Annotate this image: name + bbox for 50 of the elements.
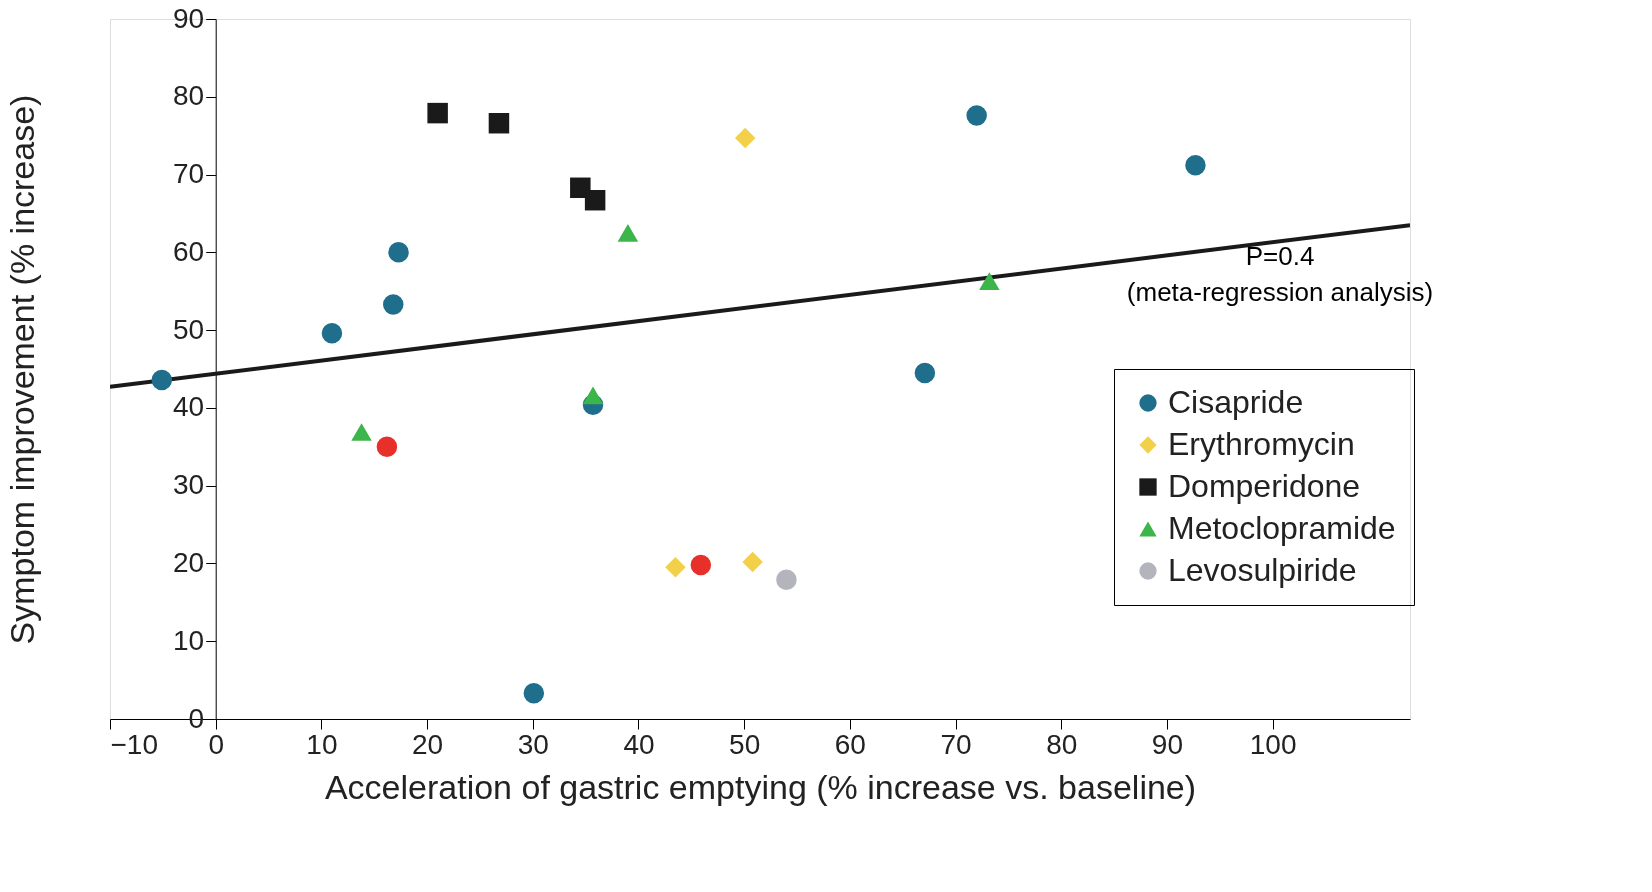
point: [914, 362, 936, 384]
y-axis-title: Symptom improvement (% increase): [2, 94, 41, 645]
point: [1185, 155, 1206, 176]
y-tick-label: 20: [173, 546, 205, 578]
point: [966, 105, 987, 126]
y-tick-label: 70: [173, 158, 205, 190]
point: [351, 423, 372, 441]
x-tick-label: 60: [834, 728, 866, 760]
point: [776, 569, 797, 590]
point: [388, 242, 409, 263]
point: [427, 102, 448, 124]
y-tick-label: 60: [173, 235, 205, 267]
point: [582, 386, 604, 405]
point: [376, 436, 398, 457]
point: [742, 551, 763, 573]
point: [979, 272, 1000, 290]
point: [690, 554, 712, 576]
x-tick-label: 20: [412, 728, 444, 760]
legend-label: Metoclopramide: [1168, 510, 1396, 546]
x-tick-label: 80: [1046, 728, 1078, 760]
y-tick-label: 10: [173, 624, 205, 656]
x-tick-label: 10: [306, 728, 338, 760]
legend-label: Levosulpiride: [1168, 552, 1357, 588]
x-tick-label: −10: [110, 728, 158, 760]
legend-label: Cisapride: [1168, 384, 1304, 420]
point: [383, 294, 404, 315]
y-tick-label: 30: [173, 469, 205, 501]
point: [151, 369, 173, 391]
point: [734, 127, 756, 149]
y-tick-label: 40: [173, 391, 205, 423]
y-tick-label: 50: [173, 313, 205, 345]
legend-label: Erythromycin: [1168, 426, 1355, 462]
y-tick-label: 90: [173, 2, 205, 34]
point: [523, 683, 545, 704]
annotation: P=0.4: [1245, 241, 1315, 271]
y-tick-label: 80: [173, 80, 205, 112]
x-tick-label: 70: [940, 728, 972, 760]
x-tick-label: 50: [729, 728, 761, 760]
x-tick-label: 30: [517, 728, 549, 760]
point: [584, 189, 606, 211]
point: [665, 557, 686, 578]
x-tick-label: 40: [623, 728, 655, 760]
annotation: (meta-regression analysis): [1126, 277, 1434, 307]
point: [321, 323, 343, 344]
x-tick-label: 100: [1249, 728, 1297, 760]
point: [617, 224, 639, 242]
point: [488, 112, 510, 134]
x-axis-title: Acceleration of gastric emptying (% increase vs. baseline): [324, 767, 1197, 806]
legend-label: Domperidone: [1168, 468, 1361, 504]
x-tick-label: 90: [1151, 728, 1183, 760]
